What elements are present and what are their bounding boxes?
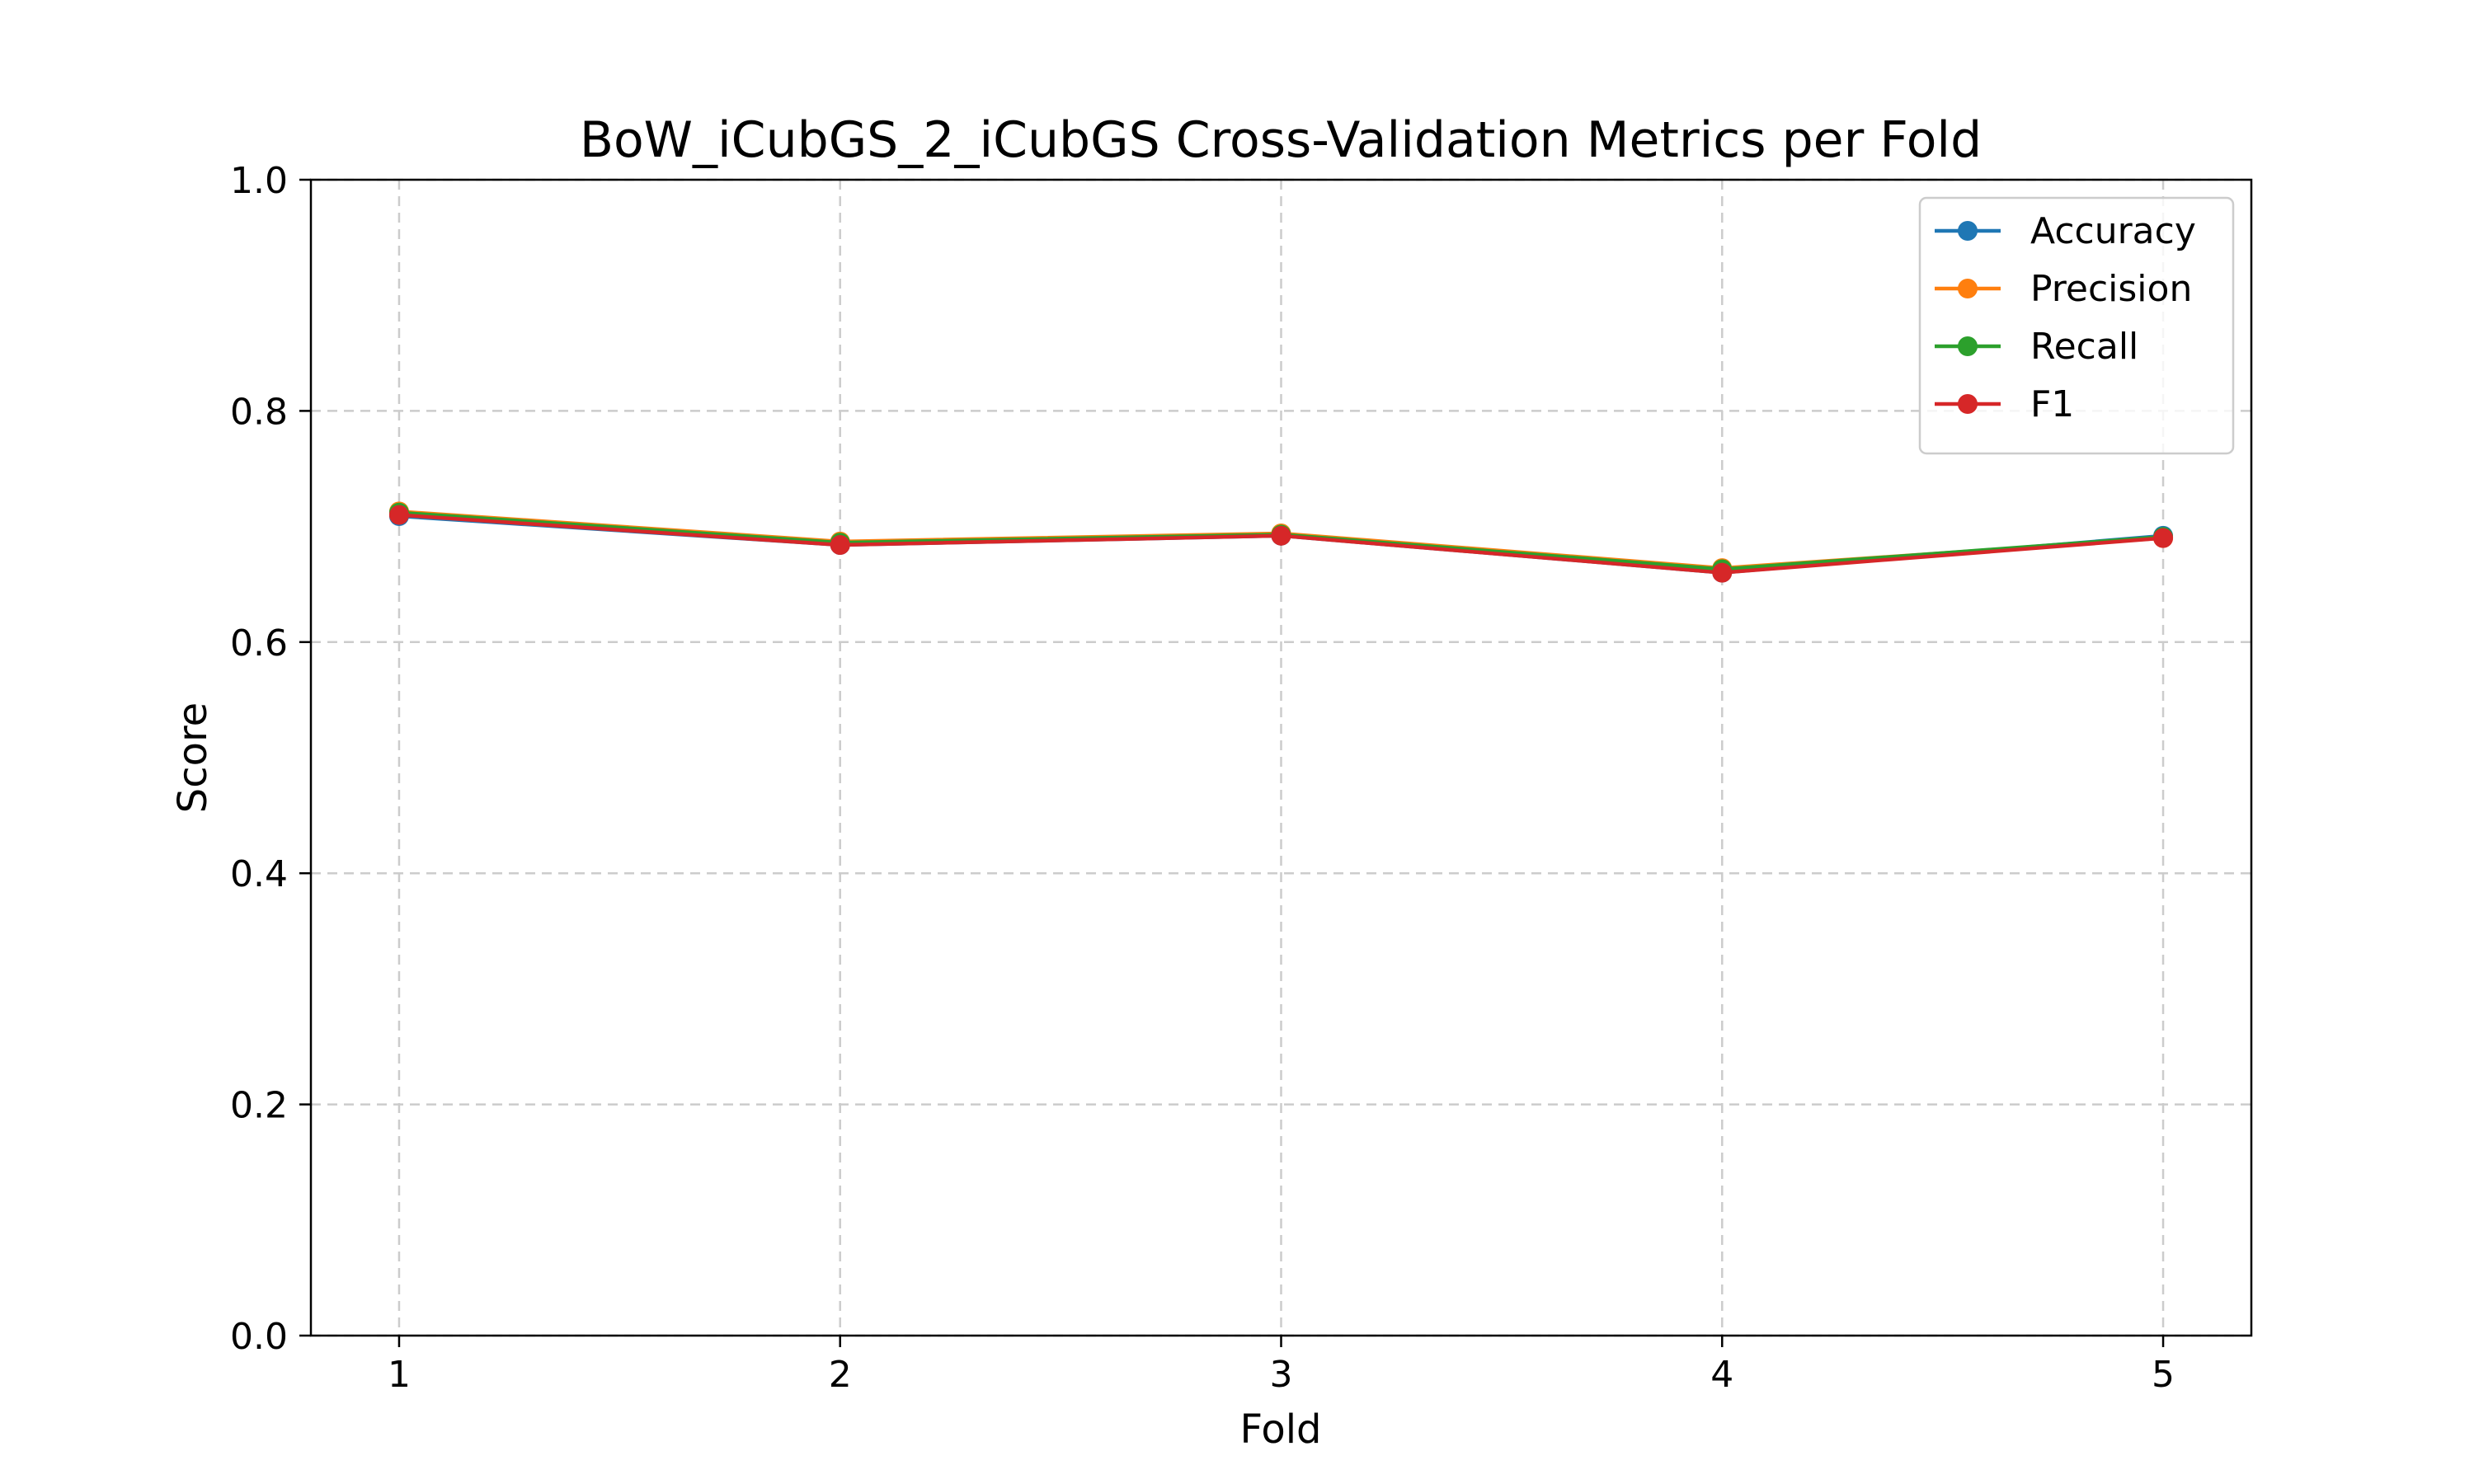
legend-label: F1 (2030, 383, 2074, 425)
legend-swatch-marker (1958, 394, 1978, 414)
series-layer (388, 501, 2174, 583)
y-tick-label: 0.0 (230, 1316, 288, 1358)
y-axis-label: Score (170, 702, 216, 813)
legend-label: Precision (2030, 268, 2192, 310)
legend-item-accuracy: Accuracy (1935, 210, 2196, 252)
legend-swatch-marker (1958, 336, 1978, 356)
x-tick-label: 4 (1710, 1354, 1733, 1396)
x-axis-label: Fold (1239, 1407, 1321, 1453)
x-tick-label: 5 (2152, 1354, 2175, 1396)
x-tick-label: 1 (388, 1354, 411, 1396)
legend-item-precision: Precision (1935, 268, 2192, 310)
legend-item-f1: F1 (1935, 383, 2074, 425)
legend-item-recall: Recall (1935, 326, 2138, 368)
tick-layer: 1 2 3 4 5 0.0 0.2 0.4 0.6 0.8 1.0 (230, 160, 2175, 1396)
x-tick-label: 3 (1270, 1354, 1293, 1396)
legend-swatch-marker (1958, 221, 1978, 241)
y-tick-label: 1.0 (230, 160, 288, 202)
data-point-f1 (2153, 528, 2174, 548)
legend-box (1918, 196, 2235, 455)
chart-title: BoW_iCubGS_2_iCubGS Cross-Validation Met… (580, 111, 1982, 169)
series-f1 (388, 505, 2174, 583)
data-point-f1 (1712, 562, 1733, 583)
x-tick-label: 2 (829, 1354, 852, 1396)
legend-swatch-marker (1958, 279, 1978, 298)
y-tick-label: 0.8 (230, 391, 288, 433)
legend: Accuracy Precision Recall F1 (1918, 196, 2235, 455)
legend-label: Recall (2030, 326, 2138, 368)
data-point-f1 (830, 535, 850, 556)
y-tick-label: 0.2 (230, 1085, 288, 1127)
legend-label: Accuracy (2030, 210, 2196, 252)
y-tick-label: 0.4 (230, 853, 288, 895)
data-point-f1 (388, 505, 409, 525)
data-point-f1 (1271, 525, 1291, 546)
y-tick-label: 0.6 (230, 622, 288, 665)
